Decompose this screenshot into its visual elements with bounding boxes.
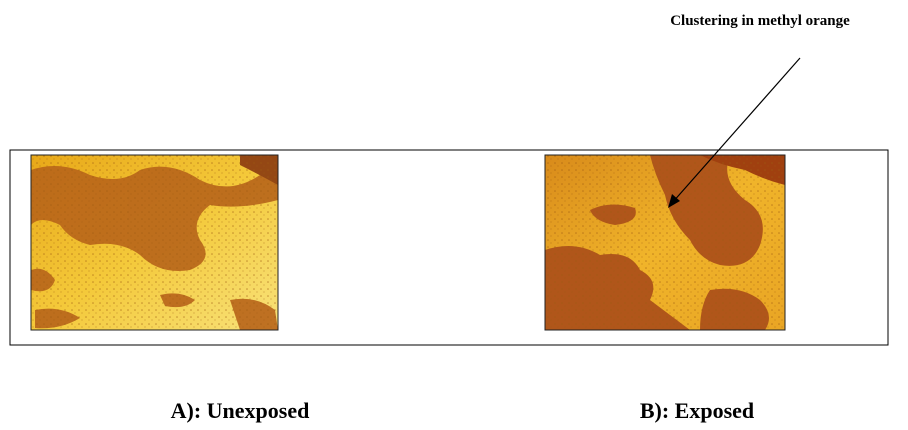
caption: B): Exposed xyxy=(640,398,754,423)
frame xyxy=(9,149,889,346)
annotation: Clustering in methyl orange xyxy=(670,13,850,29)
micrograph-a xyxy=(30,154,279,331)
caption: A): Unexposed xyxy=(171,398,310,423)
arrow-line xyxy=(671,57,801,204)
micrograph-b xyxy=(544,154,786,331)
arrow-head xyxy=(668,194,680,208)
